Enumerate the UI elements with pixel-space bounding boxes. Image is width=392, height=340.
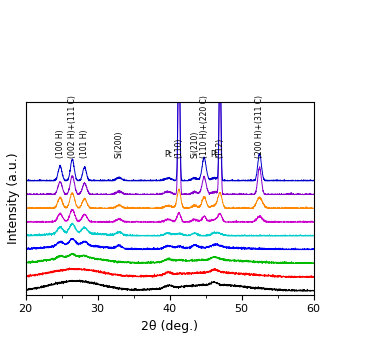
Text: 500°C: 500°C: [0, 339, 1, 340]
Text: Si(210): Si(210): [190, 131, 199, 158]
X-axis label: 2θ (deg.): 2θ (deg.): [141, 320, 198, 333]
Text: (101 H): (101 H): [80, 129, 89, 158]
Text: (110): (110): [174, 137, 183, 158]
Text: Si(200): Si(200): [114, 130, 123, 158]
Text: (100 H): (100 H): [56, 129, 65, 158]
Text: 200°C: 200°C: [0, 339, 1, 340]
Text: Pt: Pt: [211, 150, 218, 159]
Text: 100°C: 100°C: [0, 339, 1, 340]
Text: (110 H)+(220 C): (110 H)+(220 C): [200, 95, 209, 158]
Text: (002 H)+(111 C): (002 H)+(111 C): [68, 95, 77, 158]
Text: 600°C: 600°C: [0, 339, 1, 340]
Text: 800°C: 800°C: [0, 339, 1, 340]
Text: (112): (112): [216, 138, 225, 158]
Text: Pt: Pt: [164, 150, 172, 159]
Text: 25°C: 25°C: [0, 339, 1, 340]
Text: 700°C: 700°C: [0, 339, 1, 340]
Text: 300°C: 300°C: [0, 339, 1, 340]
Text: (200 H)+(311 C): (200 H)+(311 C): [255, 95, 264, 158]
Y-axis label: Intensity (a.u.): Intensity (a.u.): [7, 153, 20, 244]
Text: 400°C: 400°C: [0, 339, 1, 340]
